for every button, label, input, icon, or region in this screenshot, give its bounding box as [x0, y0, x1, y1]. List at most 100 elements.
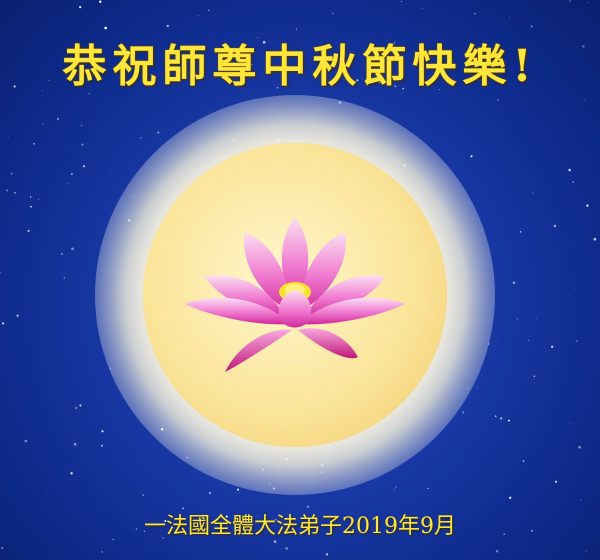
star	[439, 89, 441, 91]
star	[236, 488, 240, 491]
star	[393, 488, 396, 490]
star	[56, 117, 60, 121]
star	[326, 553, 328, 556]
greeting-title: 恭祝師尊中秋節快樂!	[62, 41, 538, 92]
star	[569, 0, 571, 2]
star	[593, 237, 597, 241]
star	[536, 317, 537, 319]
star	[27, 229, 30, 232]
star	[80, 124, 83, 127]
star	[439, 521, 441, 523]
star	[227, 49, 229, 52]
star	[553, 224, 557, 228]
star	[208, 9, 210, 11]
star	[393, 42, 396, 44]
star	[497, 99, 499, 101]
star	[88, 93, 90, 95]
star	[143, 530, 145, 532]
star	[13, 85, 16, 88]
star	[402, 87, 405, 90]
star	[104, 26, 108, 30]
star	[508, 419, 510, 422]
star	[262, 40, 266, 44]
star	[182, 507, 185, 510]
star	[164, 520, 167, 522]
star	[257, 37, 259, 39]
star	[42, 123, 44, 125]
star	[142, 494, 145, 496]
star	[470, 155, 473, 158]
star	[99, 0, 102, 3]
star	[371, 79, 373, 81]
star	[509, 496, 512, 499]
star	[33, 142, 35, 145]
star	[176, 558, 178, 560]
star	[530, 25, 533, 28]
lotus-flower-icon	[185, 217, 405, 372]
star	[1, 322, 5, 325]
star	[473, 76, 475, 77]
star	[586, 2, 588, 4]
star	[79, 404, 82, 407]
star	[208, 491, 212, 495]
star	[157, 131, 160, 134]
star	[101, 444, 103, 447]
star	[373, 47, 376, 50]
star	[500, 417, 503, 420]
star	[332, 12, 334, 15]
star	[41, 90, 43, 91]
star	[568, 168, 571, 172]
star	[198, 15, 199, 16]
star	[394, 85, 397, 88]
star	[24, 439, 28, 443]
star	[71, 173, 73, 175]
star	[274, 518, 277, 521]
star	[135, 528, 138, 530]
star	[202, 57, 206, 60]
star	[0, 272, 1, 274]
star	[532, 192, 534, 194]
star	[422, 7, 424, 9]
star	[63, 277, 66, 279]
star	[276, 86, 279, 89]
star	[378, 80, 381, 84]
star	[1, 546, 4, 549]
star	[30, 205, 32, 208]
star	[250, 63, 253, 66]
star	[400, 1, 403, 3]
star	[306, 505, 310, 509]
star	[75, 406, 78, 410]
star	[554, 480, 558, 483]
star	[45, 493, 47, 494]
star	[356, 79, 359, 82]
star	[392, 3, 394, 5]
star	[405, 519, 407, 521]
star	[162, 537, 164, 539]
star	[70, 472, 73, 475]
star	[528, 339, 529, 341]
star	[5, 189, 9, 192]
star	[140, 137, 142, 139]
star	[498, 336, 499, 337]
star	[427, 487, 429, 490]
star	[586, 204, 589, 207]
star	[533, 375, 536, 377]
star	[166, 24, 169, 28]
star	[79, 5, 82, 9]
star	[7, 136, 9, 138]
star	[580, 499, 582, 501]
star	[516, 318, 519, 320]
star	[522, 460, 525, 462]
star	[576, 340, 578, 342]
star	[100, 20, 102, 22]
star	[73, 442, 77, 446]
star	[159, 535, 161, 536]
star	[462, 411, 465, 414]
star	[16, 314, 19, 317]
star	[285, 547, 289, 550]
star	[29, 196, 32, 198]
star	[175, 68, 177, 70]
star	[585, 550, 587, 552]
star	[509, 17, 511, 18]
star	[112, 538, 114, 541]
